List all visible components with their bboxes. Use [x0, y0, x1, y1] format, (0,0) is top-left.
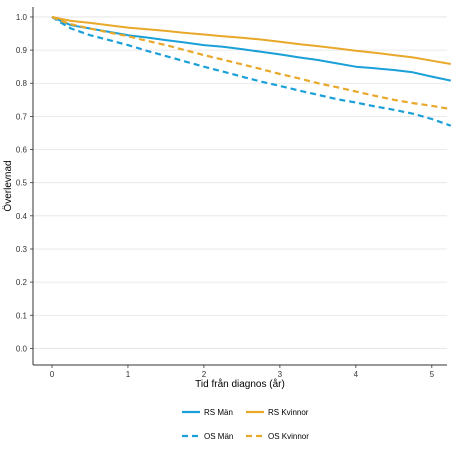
gridlines [33, 16, 447, 349]
x-tick-label: 1 [126, 370, 131, 379]
x-tick-label: 2 [202, 370, 207, 379]
y-tick-label: 0.9 [16, 46, 28, 55]
series-line [51, 15, 452, 127]
series-line [51, 15, 451, 65]
y-tick-label: 0.1 [16, 311, 28, 320]
y-tick-label: 0.6 [16, 146, 28, 155]
y-tick-label: 0.5 [16, 179, 28, 188]
x-tick-label: 0 [50, 370, 55, 379]
series-line [51, 15, 451, 111]
legend-label: RS Kvinnor [268, 408, 309, 417]
legend-label: RS Män [204, 408, 233, 417]
x-tick-label: 3 [278, 370, 283, 379]
x-tick-label: 4 [354, 370, 359, 379]
legend: RS Män RS Kvinnor OS Män OS Kvinnor [182, 408, 309, 441]
x-axis-ticks: 0 1 2 3 4 5 [50, 365, 435, 379]
legend-label: OS Män [204, 432, 233, 441]
y-axis-ticks: 0.0 0.1 0.2 0.3 0.4 0.5 0.6 0.7 0.8 0.9 1.0 [16, 13, 33, 353]
x-axis-title: Tid från diagnos (år) [195, 378, 285, 390]
y-tick-label: 1.0 [16, 13, 28, 22]
y-axis-title: Överlevnad [2, 160, 14, 211]
legend-label: OS Kvinnor [268, 432, 309, 441]
y-tick-label: 0.4 [16, 212, 28, 221]
x-tick-label: 5 [430, 370, 435, 379]
y-tick-label: 0.2 [16, 278, 28, 287]
axes [32, 7, 447, 366]
y-tick-label: 0.7 [16, 112, 28, 121]
y-tick-label: 0.0 [16, 344, 28, 353]
y-tick-label: 0.8 [16, 79, 28, 88]
series-lines [51, 15, 452, 127]
y-tick-label: 0.3 [16, 245, 28, 254]
